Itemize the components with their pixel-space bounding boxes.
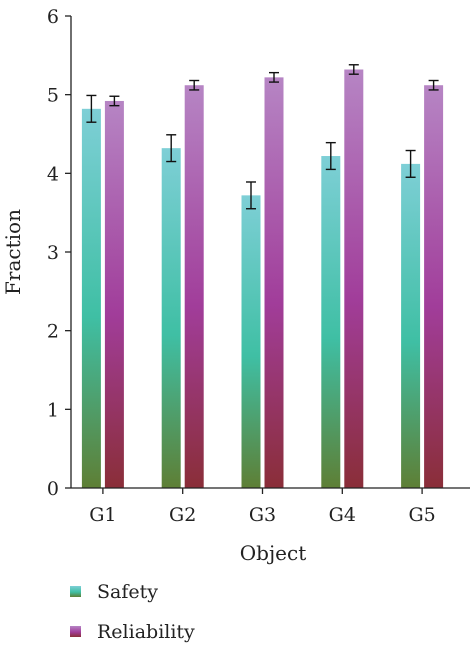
- legend-swatch-safety: [70, 586, 81, 597]
- y-axis-ticks: 0 1 2 3 4 5 6: [47, 6, 71, 500]
- bar-reliability-g5: [424, 85, 444, 488]
- error-bar: [109, 95, 120, 107]
- y-tick-label: 5: [47, 85, 59, 107]
- x-tick-label: G1: [89, 504, 116, 526]
- y-tick-label: 3: [47, 242, 59, 264]
- legend-label-reliability: Reliability: [97, 621, 195, 643]
- error-bar: [189, 79, 200, 91]
- y-axis-title: Fraction: [1, 209, 25, 295]
- x-tick-label: G2: [169, 504, 196, 526]
- error-bar: [428, 79, 439, 91]
- x-tick-label: G3: [249, 504, 276, 526]
- bar-reliability-g3: [264, 77, 284, 489]
- y-tick-label: 1: [47, 399, 59, 421]
- x-tick-label: G5: [408, 504, 435, 526]
- x-axis-ticks: G1 G2 G3 G4 G5: [89, 488, 436, 526]
- bar-reliability-g1: [104, 100, 124, 489]
- error-bar: [166, 134, 177, 163]
- bar-safety-g4: [321, 156, 341, 488]
- error-bar: [269, 71, 279, 83]
- bar-safety-g2: [161, 148, 181, 488]
- y-tick-label: 4: [47, 163, 59, 185]
- error-bar: [86, 94, 97, 123]
- error-bar: [348, 64, 359, 75]
- error-bar: [325, 141, 336, 171]
- plot-area: [81, 64, 444, 489]
- y-tick-label: 6: [47, 6, 59, 28]
- legend: Safety Reliability: [70, 581, 195, 643]
- error-bar: [405, 149, 416, 178]
- bar-reliability-g4: [344, 69, 364, 488]
- bar-reliability-g2: [184, 85, 204, 488]
- legend-label-safety: Safety: [97, 581, 158, 603]
- legend-swatch-reliability: [70, 626, 81, 637]
- bar-safety-g3: [241, 195, 261, 489]
- x-axis-title: Object: [240, 541, 306, 565]
- bar-safety-g5: [401, 163, 421, 489]
- y-tick-label: 0: [47, 478, 59, 500]
- bar-safety-g1: [81, 108, 101, 489]
- x-tick-label: G4: [329, 504, 356, 526]
- error-bar: [246, 181, 256, 210]
- y-tick-label: 2: [47, 321, 59, 343]
